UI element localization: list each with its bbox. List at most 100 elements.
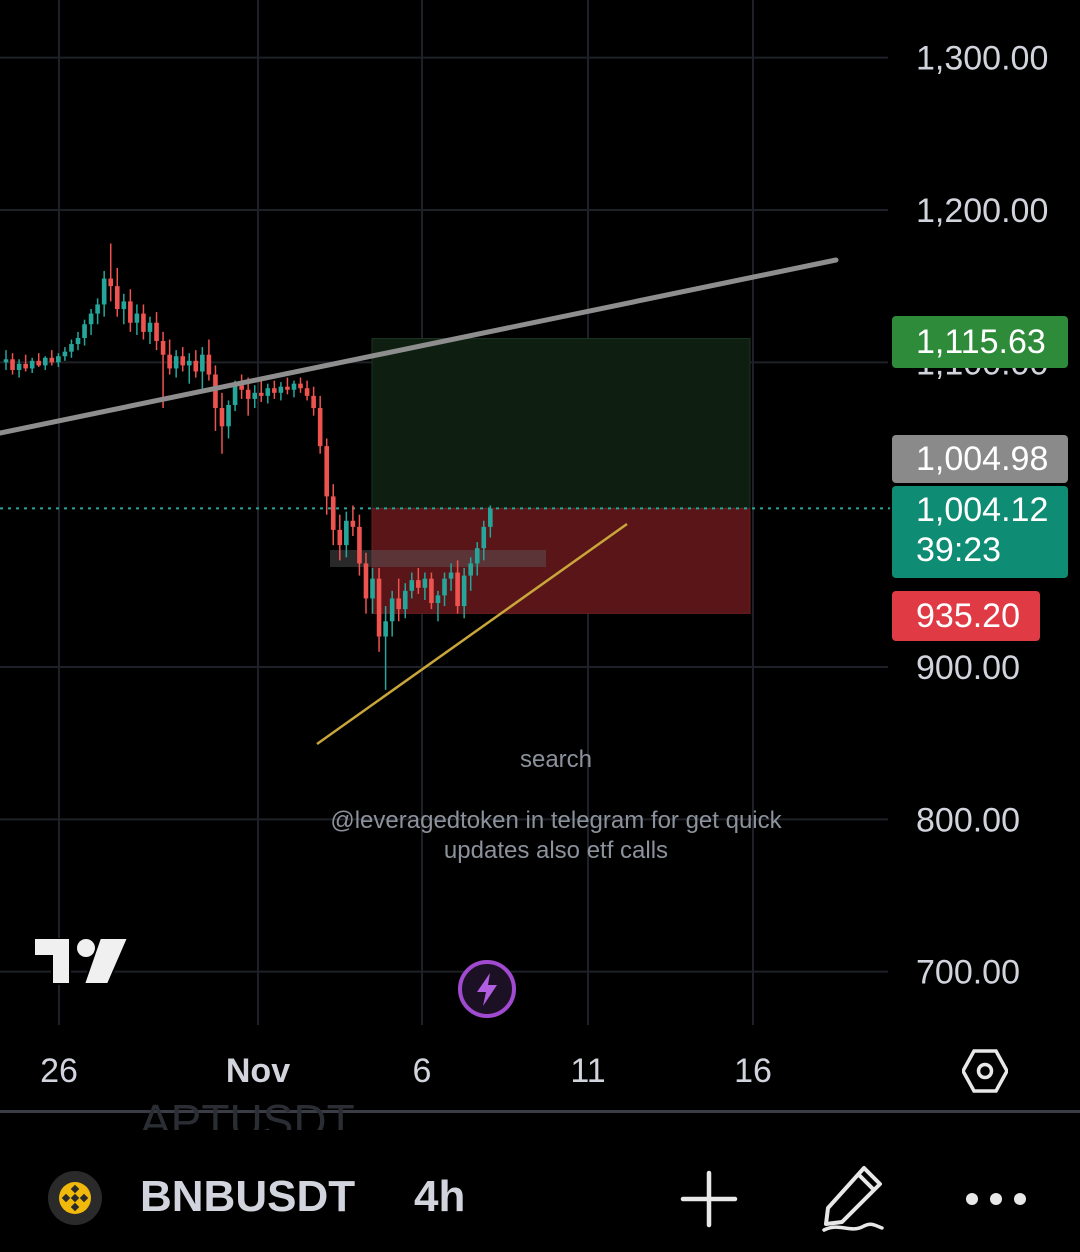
price-chart[interactable]: 1,300.001,200.001,100.00900.00800.00700.… bbox=[0, 0, 1080, 1110]
candle-body bbox=[370, 578, 375, 599]
watermark-search: search bbox=[519, 746, 593, 773]
candle-body bbox=[278, 386, 284, 393]
candle-body bbox=[134, 313, 140, 323]
candle-body bbox=[291, 383, 297, 390]
bnb-coin-icon[interactable] bbox=[48, 1171, 102, 1225]
candle-body bbox=[3, 359, 9, 363]
candle-body bbox=[108, 278, 114, 287]
candle-body bbox=[350, 520, 356, 527]
candle-body bbox=[265, 388, 271, 396]
candles bbox=[3, 243, 493, 690]
tradingview-logo-icon[interactable] bbox=[34, 938, 130, 988]
candle-body bbox=[82, 324, 87, 338]
candle-body bbox=[376, 578, 382, 637]
candle-body bbox=[402, 590, 408, 610]
lightning-icon[interactable] bbox=[457, 959, 517, 1019]
candle-body bbox=[468, 563, 473, 576]
watermark-line-1: @leveragedtoken in telegram for get quic… bbox=[330, 807, 782, 834]
ghost-ticker: APTUSDT bbox=[140, 1095, 355, 1130]
price-tick-label: 900.00 bbox=[916, 649, 1020, 687]
candle-body bbox=[258, 392, 264, 396]
stop-loss-price-badge: 935.20 bbox=[892, 591, 1040, 641]
candle-body bbox=[62, 351, 68, 357]
candle-body bbox=[285, 386, 290, 390]
candle-body bbox=[173, 356, 179, 369]
watermark-line-2: updates also etf calls bbox=[443, 837, 669, 864]
candle-body bbox=[344, 520, 349, 546]
candle-body bbox=[29, 360, 35, 369]
time-tick-label: 26 bbox=[40, 1052, 78, 1090]
settings-hexagon-icon[interactable] bbox=[962, 1048, 1008, 1094]
candle-body bbox=[409, 580, 415, 591]
candle-body bbox=[95, 304, 100, 314]
candle-body bbox=[69, 344, 74, 352]
symbol-selector[interactable]: BNBUSDT bbox=[140, 1172, 356, 1221]
watermark-promo: @leveragedtoken in telegram for get quic… bbox=[290, 806, 822, 866]
position-zones bbox=[0, 338, 890, 614]
candle-body bbox=[245, 389, 251, 399]
candle-body bbox=[101, 278, 107, 305]
candle-body bbox=[219, 408, 225, 427]
candle-body bbox=[232, 385, 238, 405]
plus-icon[interactable] bbox=[680, 1170, 738, 1228]
price-tick-label: 1,200.00 bbox=[916, 192, 1048, 230]
candle-body bbox=[88, 313, 94, 325]
candle-body bbox=[121, 301, 127, 310]
candle-body bbox=[16, 363, 22, 370]
take-profit-price-badge: 1,115.63 bbox=[892, 316, 1068, 368]
candle-body bbox=[455, 572, 460, 607]
candle-body bbox=[10, 359, 15, 370]
candle-body bbox=[448, 572, 454, 579]
current-price-badge: 1,004.12 39:23 bbox=[892, 486, 1068, 578]
candle-body bbox=[154, 322, 159, 342]
candle-body bbox=[304, 388, 310, 396]
time-tick-label: 6 bbox=[413, 1052, 432, 1090]
trendlines bbox=[0, 257, 839, 746]
candle-body bbox=[317, 408, 323, 447]
candle-body bbox=[147, 322, 153, 332]
price-tick-label: 1,300.00 bbox=[916, 40, 1048, 78]
candle-body bbox=[435, 595, 441, 604]
price-tick-label: 800.00 bbox=[916, 801, 1020, 839]
candle-body bbox=[252, 392, 258, 399]
candle-body bbox=[272, 388, 277, 393]
candle-body bbox=[193, 360, 199, 372]
candle-body bbox=[330, 496, 336, 530]
time-tick-label: 16 bbox=[734, 1052, 772, 1090]
panel-divider[interactable] bbox=[0, 1110, 1080, 1113]
candle-body bbox=[389, 598, 395, 622]
candle-body bbox=[383, 621, 388, 637]
last-price-badge: 1,004.98 bbox=[892, 435, 1068, 483]
candle-body bbox=[213, 374, 218, 409]
bar-countdown: 39:23 bbox=[916, 531, 1002, 569]
price-tick-label: 700.00 bbox=[916, 954, 1020, 992]
candle-body bbox=[363, 563, 369, 599]
candle-body bbox=[311, 395, 316, 409]
candle-body bbox=[481, 526, 487, 549]
candle-body bbox=[422, 578, 428, 588]
candle-body bbox=[49, 357, 55, 363]
candle-body bbox=[36, 360, 42, 366]
candle-body bbox=[200, 354, 205, 372]
pencil-icon[interactable] bbox=[820, 1162, 888, 1234]
candle-body bbox=[167, 354, 172, 369]
candle-body bbox=[226, 404, 231, 427]
upper-trendline bbox=[0, 257, 839, 436]
candle-body bbox=[337, 529, 343, 546]
interval-selector[interactable]: 4h bbox=[414, 1172, 466, 1221]
time-axis[interactable]: 26 Nov 6 11 16 bbox=[40, 1052, 772, 1090]
more-dots-icon[interactable] bbox=[964, 1186, 1028, 1212]
support-trendline bbox=[316, 522, 628, 746]
candle-body bbox=[416, 580, 421, 588]
entry-highlight-bar bbox=[330, 550, 546, 567]
candle-body bbox=[488, 508, 493, 527]
candle-body bbox=[56, 356, 61, 363]
candle-body bbox=[396, 598, 401, 610]
candle-body bbox=[180, 356, 186, 366]
candle-body bbox=[160, 341, 166, 355]
candle-body bbox=[357, 526, 362, 564]
candle-body bbox=[114, 286, 120, 310]
candle-body bbox=[239, 385, 244, 390]
candle-body bbox=[474, 548, 480, 564]
candle-body bbox=[461, 575, 467, 607]
